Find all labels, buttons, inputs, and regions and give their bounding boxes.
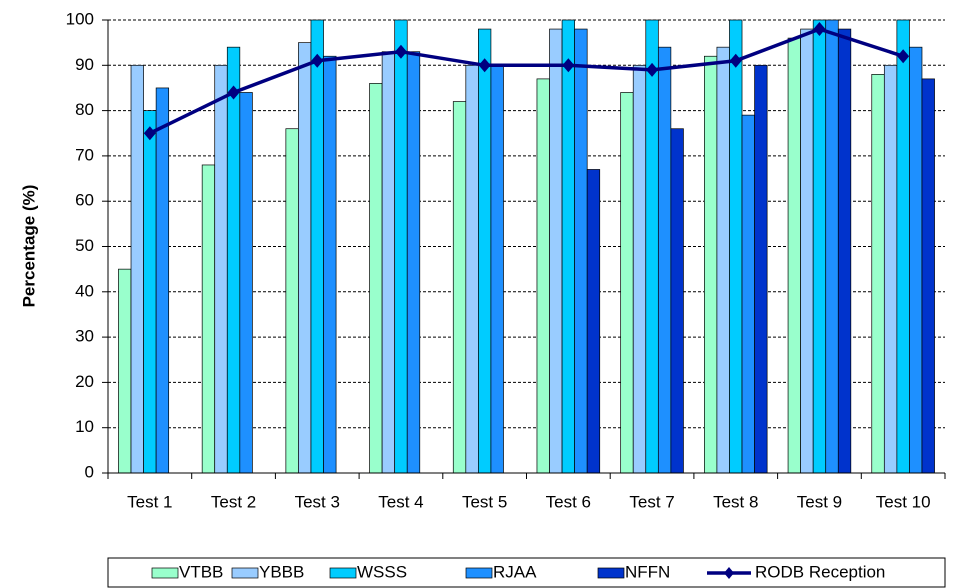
bar bbox=[226, 46, 241, 474]
bar bbox=[729, 19, 743, 474]
bar bbox=[536, 78, 550, 474]
legend-label: NFFN bbox=[625, 562, 670, 581]
y-tick-label: 90 bbox=[75, 55, 94, 74]
y-tick-label: 50 bbox=[75, 236, 94, 255]
bar bbox=[883, 64, 898, 474]
bar bbox=[323, 55, 337, 474]
bar bbox=[741, 114, 755, 474]
x-tick-label: Test 10 bbox=[876, 492, 931, 511]
legend-swatch bbox=[597, 567, 625, 579]
bar bbox=[825, 19, 839, 474]
x-tick-label: Test 4 bbox=[378, 492, 423, 511]
bar bbox=[130, 64, 144, 474]
x-tick-label: Test 6 bbox=[546, 492, 591, 511]
legend-swatch bbox=[329, 567, 357, 579]
bar bbox=[549, 28, 563, 474]
bar bbox=[704, 55, 718, 474]
bar bbox=[574, 28, 588, 474]
bar bbox=[118, 268, 132, 474]
bar bbox=[285, 128, 299, 474]
bar bbox=[812, 19, 827, 474]
legend-label: RJAA bbox=[493, 562, 537, 581]
bar bbox=[369, 83, 383, 474]
line-marker bbox=[478, 58, 491, 73]
bar bbox=[716, 46, 730, 474]
bar bbox=[239, 92, 253, 474]
y-tick-label: 20 bbox=[75, 372, 94, 391]
line-marker bbox=[729, 53, 742, 68]
legend-label: YBBB bbox=[259, 562, 304, 581]
bar bbox=[561, 19, 575, 474]
x-tick-label: Test 8 bbox=[713, 492, 758, 511]
bar bbox=[620, 92, 634, 474]
bar bbox=[478, 28, 492, 474]
x-tick-label: Test 2 bbox=[211, 492, 256, 511]
legend-swatch bbox=[151, 567, 179, 579]
bar bbox=[657, 46, 672, 474]
legend-marker bbox=[724, 567, 734, 579]
y-tick-label: 60 bbox=[75, 191, 94, 210]
x-tick-label: Test 3 bbox=[295, 492, 340, 511]
bar bbox=[465, 64, 479, 474]
line-marker bbox=[227, 85, 240, 100]
bar bbox=[143, 110, 157, 474]
legend-label: VTBB bbox=[179, 562, 223, 581]
bar bbox=[394, 19, 408, 474]
bar bbox=[310, 19, 324, 474]
line bbox=[149, 27, 904, 135]
x-tick-label: Test 1 bbox=[127, 492, 172, 511]
bar bbox=[298, 42, 312, 474]
bar bbox=[871, 74, 885, 474]
bar bbox=[490, 64, 504, 474]
bar bbox=[837, 28, 852, 474]
bar bbox=[201, 164, 216, 474]
line-marker bbox=[394, 44, 407, 59]
bar bbox=[645, 19, 659, 474]
legend-swatch bbox=[231, 567, 259, 579]
line-marker bbox=[646, 62, 659, 77]
line-marker bbox=[311, 53, 324, 68]
legend-label: WSSS bbox=[357, 562, 407, 581]
line-marker bbox=[897, 49, 910, 64]
bar bbox=[586, 169, 601, 474]
y-tick-label: 70 bbox=[75, 145, 94, 164]
bar bbox=[632, 64, 647, 474]
legend-label: RODB Reception bbox=[755, 562, 885, 581]
bar bbox=[670, 128, 684, 474]
x-tick-label: Test 9 bbox=[797, 492, 842, 511]
bar bbox=[754, 64, 768, 474]
bar bbox=[787, 37, 801, 474]
bar bbox=[800, 28, 814, 474]
y-tick-label: 0 bbox=[85, 462, 94, 481]
y-tick-label: 40 bbox=[75, 281, 94, 300]
line-marker bbox=[562, 58, 575, 73]
bar bbox=[406, 51, 421, 474]
bar bbox=[381, 51, 396, 474]
bar bbox=[214, 64, 228, 474]
bar bbox=[921, 78, 935, 474]
line-marker bbox=[813, 22, 826, 37]
bar bbox=[909, 46, 923, 474]
line-marker bbox=[143, 126, 156, 141]
y-tick-label: 10 bbox=[75, 417, 94, 436]
y-tick-label: 30 bbox=[75, 327, 94, 346]
legend-swatch bbox=[465, 567, 493, 579]
bar bbox=[452, 101, 467, 474]
bar bbox=[155, 87, 170, 474]
y-tick-label: 80 bbox=[75, 100, 94, 119]
bar bbox=[896, 19, 910, 474]
x-tick-label: Test 5 bbox=[462, 492, 507, 511]
x-tick-label: Test 7 bbox=[629, 492, 674, 511]
y-tick-label: 100 bbox=[66, 9, 94, 28]
y-axis-label: Percentage (%) bbox=[19, 185, 38, 308]
